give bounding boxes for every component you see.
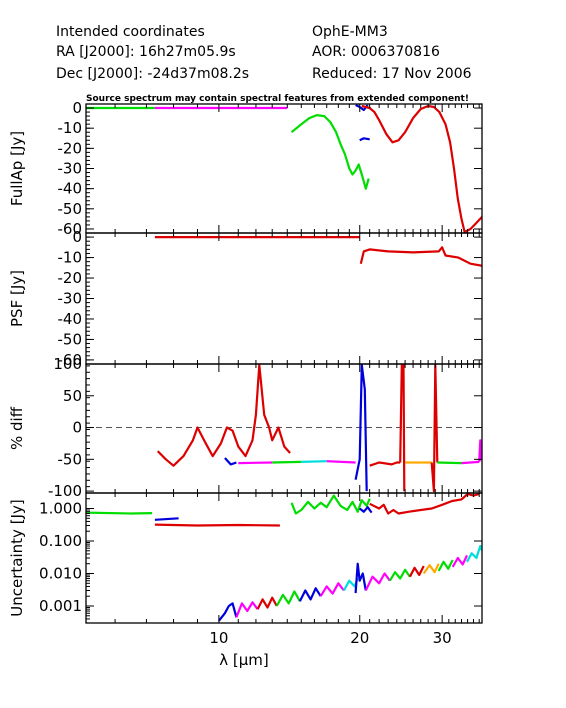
header-right-line-2: AOR: 0006370816	[312, 44, 440, 60]
series-line-17	[408, 565, 425, 578]
panel-4: 1.000 0.100 0.010 0.001 Uncertainty [Jy] 10 20…	[8, 492, 483, 669]
y-tick-label: 0	[72, 99, 82, 117]
panel-frame	[85, 363, 483, 494]
series-line-6	[326, 460, 356, 464]
y-axis-label: FullAp [Jy]	[8, 131, 26, 206]
y-tick-label: -50	[58, 200, 83, 218]
extended-component-note: Source spectrum may contain spectral fea…	[86, 94, 469, 104]
y-tick-label: -30	[58, 160, 83, 178]
x-axis-label: λ [μm]	[219, 651, 269, 669]
series-line-6	[361, 104, 482, 233]
series-line-3	[238, 461, 273, 465]
series-line-3	[290, 114, 370, 190]
panels-group: 0 -10 -20 -30 -40 -50 -60 FullAp [Jy] 0 -10 -20 -30…	[8, 99, 483, 669]
series-line-7	[218, 602, 238, 622]
series-line-14	[478, 439, 482, 462]
x-tick-label: 30	[433, 629, 452, 647]
y-tick-label: -10	[58, 249, 83, 267]
x-tick-label: 10	[209, 629, 228, 647]
y-tick-label: -20	[58, 139, 83, 157]
series-line-19	[437, 559, 454, 572]
panel-2: 0 -10 -20 -30 -40 -50 -60 PSF [Jy]	[8, 228, 483, 369]
y-tick-label: -30	[58, 290, 83, 308]
series-line-5	[359, 137, 370, 142]
series-line-1	[156, 364, 291, 467]
series-line-9	[399, 364, 406, 492]
y-tick-label: -50	[58, 330, 83, 348]
y-tick-label: -20	[58, 269, 83, 287]
series-line-12	[319, 582, 345, 597]
series-line-7	[354, 364, 368, 492]
series-line-11	[430, 364, 439, 493]
y-tick-label: -40	[58, 310, 83, 328]
y-tick-label: 0.010	[39, 565, 82, 583]
series-line-4	[290, 494, 371, 515]
y-axis-label: Uncertainty [Jy]	[8, 499, 26, 616]
header-block: Intended coordinates RA [J2000]: 16h27m0…	[56, 24, 472, 104]
series-group	[156, 364, 482, 493]
y-tick-label: -10	[58, 119, 83, 137]
y-axis-label: % diff	[8, 406, 26, 450]
y-tick-label: -60	[58, 220, 83, 238]
y-axis-label: PSF [Jy]	[8, 270, 26, 327]
series-line-4	[272, 460, 302, 464]
series-line-3	[154, 523, 280, 527]
series-line-11	[298, 587, 322, 602]
header-left-line-3: Dec [J2000]: -24d37m08.2s	[56, 66, 249, 82]
series-line-2	[224, 457, 237, 466]
panel-frame	[85, 103, 483, 234]
y-tick-label: 0	[72, 228, 82, 246]
series-line-21	[466, 544, 482, 563]
series-line-12	[437, 461, 462, 465]
series-group	[154, 236, 482, 267]
series-line-2	[154, 517, 179, 521]
series-group	[86, 104, 482, 233]
y-tick-label: 1.000	[39, 500, 82, 518]
series-line-2	[359, 246, 482, 267]
y-tick-label: 50	[63, 387, 82, 405]
panel-3: 100 50 0 -50 -100 % diff	[8, 355, 483, 500]
series-line-6	[369, 493, 480, 515]
series-line-10	[275, 590, 301, 607]
y-tick-label: 0.100	[39, 532, 82, 550]
header-left-line-1: Intended coordinates	[56, 24, 205, 40]
series-line-8	[369, 461, 401, 467]
series-line-18	[422, 563, 440, 575]
series-line-15	[364, 572, 391, 591]
series-line-14	[354, 562, 367, 594]
y-tick-label: 0	[72, 419, 82, 437]
series-line-1	[86, 511, 153, 515]
y-tick-label: -100	[48, 482, 82, 500]
series-line-8	[235, 601, 259, 618]
header-right-line-1: OphE-MM3	[312, 24, 388, 40]
header-left-line-2: RA [J2000]: 16h27m05.9s	[56, 44, 236, 60]
panel-1: 0 -10 -20 -30 -40 -50 -60 FullAp [Jy]	[8, 99, 483, 238]
x-tick-label: 20	[350, 629, 369, 647]
y-tick-label: 100	[53, 355, 82, 373]
y-tick-label: -60	[58, 351, 83, 369]
y-tick-label: -40	[58, 180, 83, 198]
series-line-16	[388, 568, 411, 582]
series-group	[86, 493, 482, 622]
series-line-5	[301, 460, 327, 463]
series-line-9	[256, 596, 278, 610]
y-tick-label: -50	[58, 450, 83, 468]
header-right-line-3: Reduced: 17 Nov 2006	[312, 66, 472, 82]
series-line-5	[359, 506, 373, 514]
series-line-13	[461, 460, 480, 465]
series-line-20	[451, 554, 468, 568]
y-tick-label: 0.001	[39, 597, 82, 615]
